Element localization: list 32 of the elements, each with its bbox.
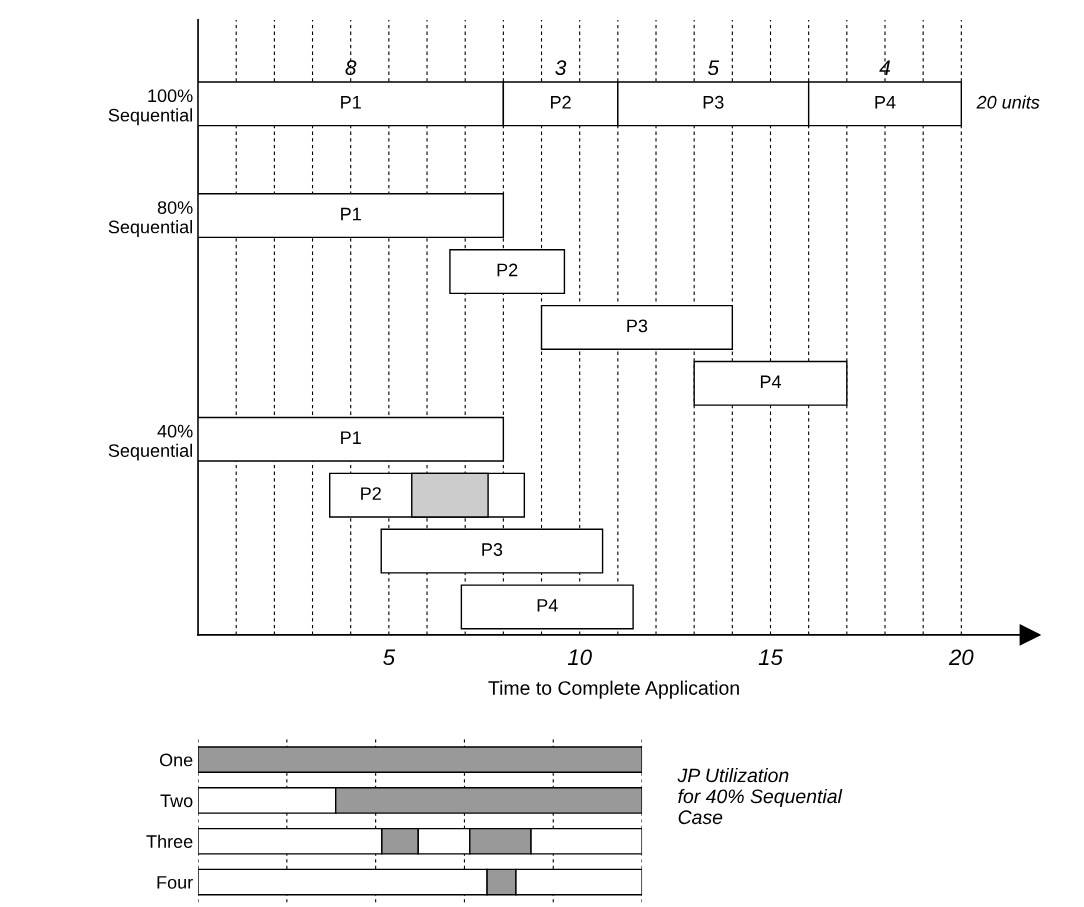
annotation: 20 units [976,95,1040,109]
bar [198,746,643,773]
text: JP Utilization for 40% Sequential Case [677,767,843,825]
data-label: 5 [707,60,720,76]
y-tick-label: 100% Sequential [108,89,193,126]
x-axis-title: Time to Complete Application [488,680,739,699]
x-tick-label: 10 [567,649,592,666]
series-label: P2 [497,263,518,277]
text: P2 [361,487,381,500]
text: P3 [627,319,648,333]
data-label: 3 [555,60,567,76]
series-label: P4 [875,96,896,109]
text: P2 [551,95,571,109]
bar [449,249,566,295]
x-tick-label: 20 [948,649,974,666]
y-tick-label: One [159,753,193,767]
y-tick-label: Four [157,876,193,889]
text: P3 [482,543,503,556]
series-label: P1 [341,96,361,109]
data-label: 4 [879,60,891,75]
text: P4 [537,599,558,612]
y-tick-label: 80% Sequential [108,201,193,237]
y-tick-label: Three [146,834,193,848]
y-tick-label: 40% Sequential [108,424,193,461]
text: P1 [341,207,361,221]
x-tick-label: 5 [383,649,396,666]
series-label: P3 [703,95,724,109]
y-tick-label: Two [160,794,193,808]
text: P4 [760,375,782,388]
data-label: 8 [345,60,357,76]
x-tick-label: 15 [758,649,783,666]
text: P1 [341,431,361,444]
